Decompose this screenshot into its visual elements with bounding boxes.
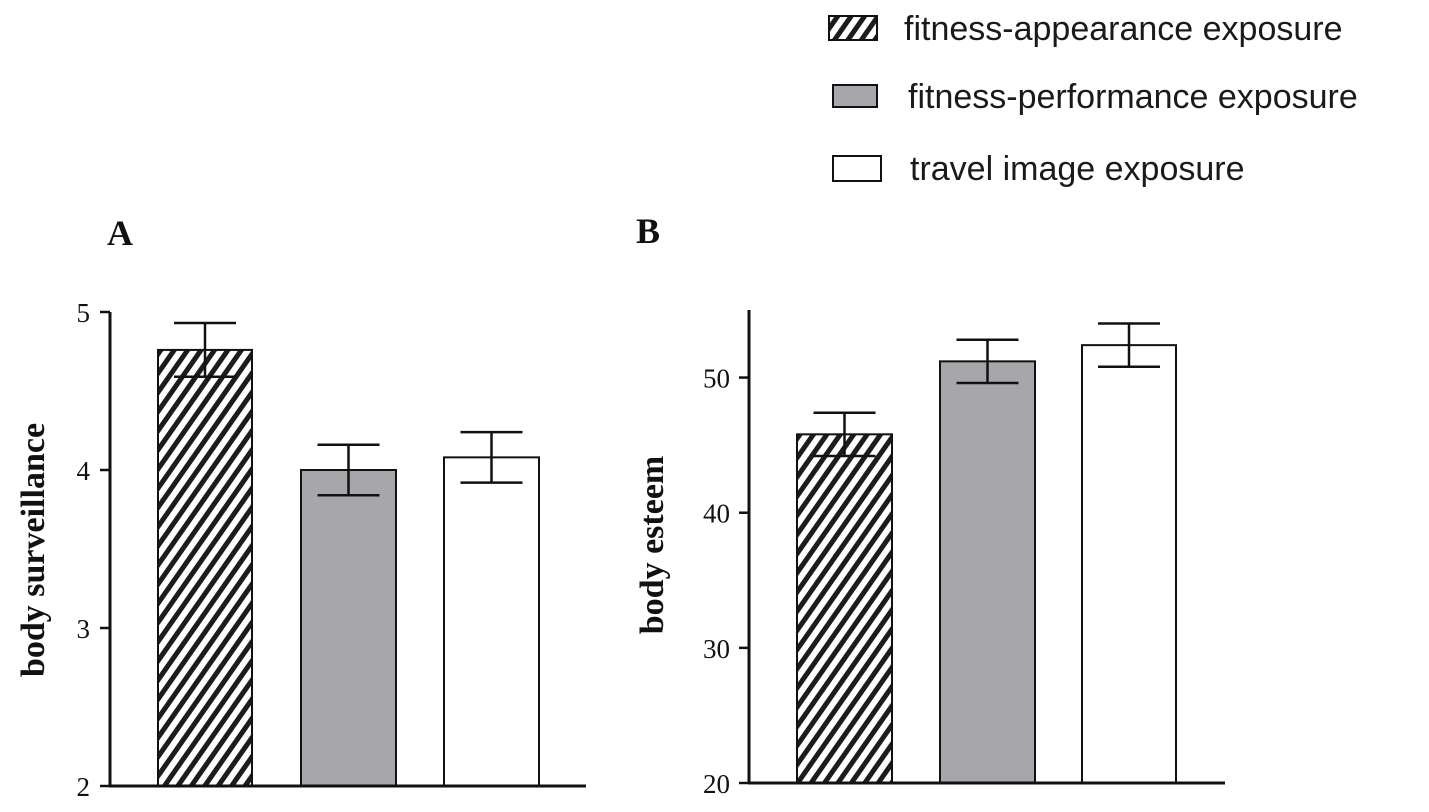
bar-gray bbox=[939, 360, 1036, 784]
y-tick-label: 40 bbox=[703, 499, 730, 529]
bar-white bbox=[1081, 344, 1177, 784]
panel-b-label: B bbox=[636, 211, 660, 251]
legend-item-fitness-appearance: fitness-appearance exposure bbox=[828, 10, 1343, 48]
legend-label-fitness-appearance: fitness-appearance exposure bbox=[904, 10, 1343, 48]
y-tick-label: 2 bbox=[77, 772, 91, 802]
panel-b-y-axis-title: body esteem bbox=[634, 456, 671, 634]
legend-item-travel-image: travel image exposure bbox=[832, 150, 1245, 188]
y-tick-label: 3 bbox=[77, 614, 91, 644]
bar-hatch bbox=[796, 433, 893, 784]
panel-b-plot: 20 30 40 50 bbox=[703, 310, 1225, 799]
y-tick-label: 20 bbox=[703, 769, 730, 799]
panel-a-y-axis-title: body surveillance bbox=[15, 423, 52, 677]
bar-white bbox=[443, 456, 540, 787]
y-tick-label: 30 bbox=[703, 634, 730, 664]
legend-swatch-hatch bbox=[828, 15, 878, 41]
legend: fitness-appearance exposure fitness-perf… bbox=[828, 10, 1358, 188]
legend-swatch-white bbox=[832, 155, 882, 182]
bar-hatch bbox=[157, 348, 253, 787]
legend-label-travel-image: travel image exposure bbox=[910, 150, 1245, 188]
legend-item-fitness-performance: fitness-performance exposure bbox=[832, 78, 1358, 116]
bar-gray bbox=[300, 469, 397, 787]
panel-a: A body surveillance 2 3 4 5 bbox=[15, 213, 586, 802]
legend-label-fitness-performance: fitness-performance exposure bbox=[908, 78, 1358, 116]
y-tick-label: 50 bbox=[703, 364, 730, 394]
y-tick-label: 4 bbox=[77, 456, 91, 486]
legend-swatch-gray bbox=[832, 84, 878, 108]
panel-b: B body esteem 20 30 40 50 bbox=[634, 211, 1225, 799]
y-tick-label: 5 bbox=[77, 298, 91, 328]
panel-a-label: A bbox=[107, 213, 133, 253]
panel-a-plot: 2 3 4 5 bbox=[77, 298, 586, 802]
